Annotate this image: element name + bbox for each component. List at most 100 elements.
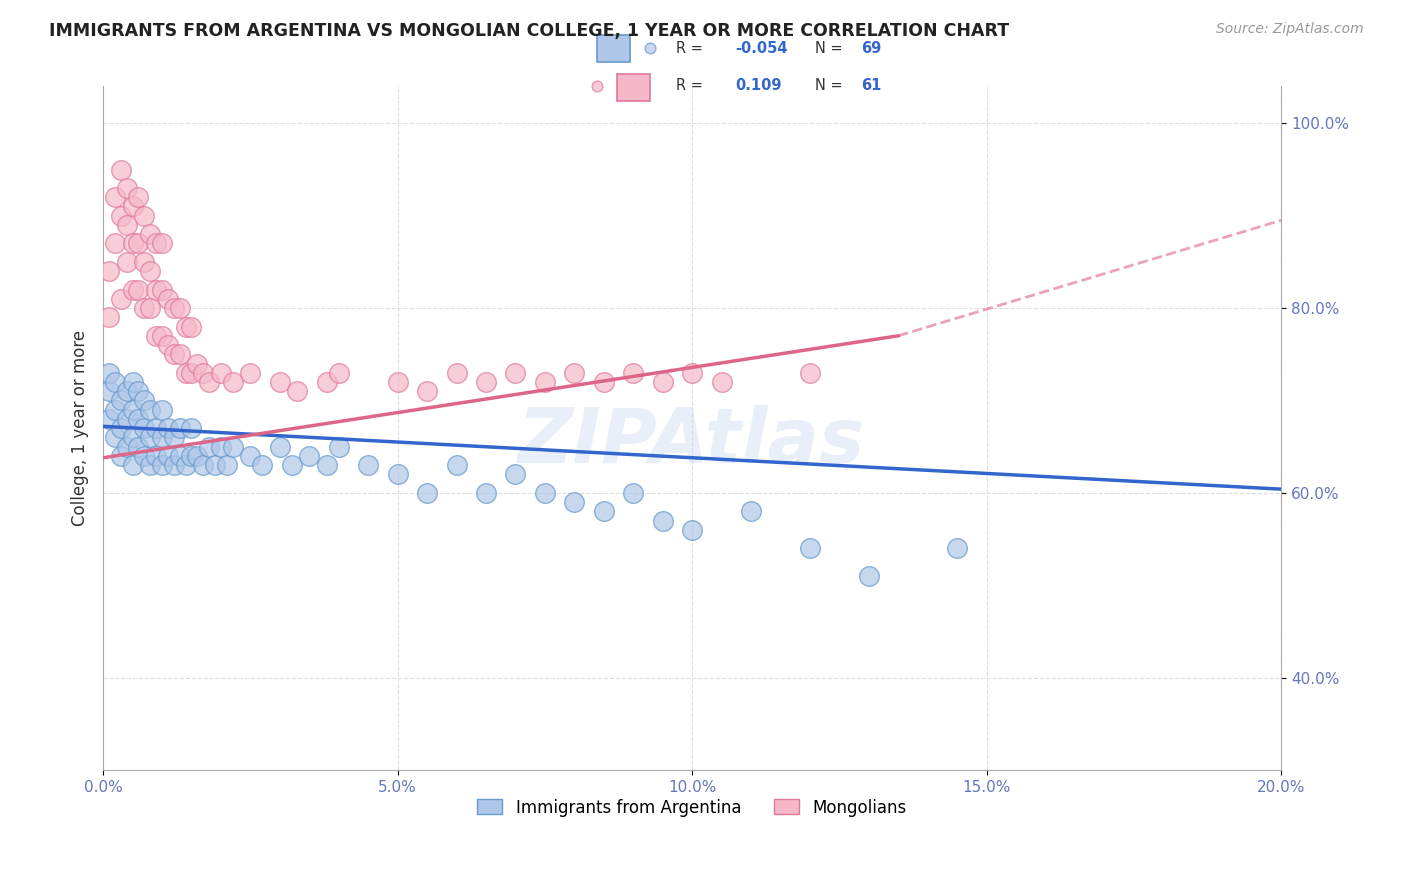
Point [145,236,167,251]
Point [150,458,173,472]
Point [174,458,197,472]
Point [169,449,191,463]
Point [121,283,143,297]
Point [163,458,186,472]
Point [287,384,309,399]
Point [180,449,202,463]
Point [222,375,245,389]
Point [280,458,302,472]
Y-axis label: College, 1 year or more: College, 1 year or more [72,330,89,526]
Point [134,301,156,315]
Point [110,162,132,177]
Point [239,449,262,463]
Point [169,347,191,361]
Point [134,449,156,463]
Point [446,366,468,380]
Point [180,319,202,334]
Point [651,375,673,389]
Point [134,393,156,408]
Point [681,366,703,380]
Point [110,292,132,306]
Point [139,227,162,242]
Point [150,283,173,297]
Point [115,181,138,195]
Point [121,236,143,251]
Point [121,199,143,213]
Point [134,421,156,435]
Point [115,412,138,426]
Point [621,486,644,500]
Point [121,458,143,472]
Point [316,458,339,472]
Point [316,375,339,389]
Point [416,384,439,399]
Point [186,449,208,463]
Point [180,366,202,380]
Point [163,430,186,444]
Point [121,402,143,417]
Point [163,347,186,361]
Point [799,541,821,556]
Point [169,301,191,315]
Point [127,412,149,426]
Point [562,366,585,380]
Point [198,440,221,454]
Point [104,236,127,251]
Legend: Immigrants from Argentina, Mongolians: Immigrants from Argentina, Mongolians [471,792,914,823]
Point [416,486,439,500]
Point [946,541,969,556]
Point [710,375,733,389]
Point [239,366,262,380]
Point [198,375,221,389]
Point [156,421,179,435]
Point [475,486,498,500]
Point [328,440,350,454]
Point [139,301,162,315]
Point [204,458,226,472]
Point [98,384,121,399]
Point [134,255,156,269]
Point [209,366,232,380]
Point [209,440,232,454]
Point [115,218,138,232]
Point [134,209,156,223]
Point [156,449,179,463]
Point [180,421,202,435]
Point [156,292,179,306]
Point [387,467,409,482]
Point [98,412,121,426]
Text: N =: N = [815,78,842,94]
Point [139,264,162,278]
Point [110,393,132,408]
Point [115,255,138,269]
Point [222,440,245,454]
Point [150,430,173,444]
Point [534,375,557,389]
Text: R =: R = [676,78,703,94]
Point [145,283,167,297]
Text: N =: N = [815,41,842,55]
Point [104,402,127,417]
Point [150,236,173,251]
Point [534,486,557,500]
Text: 0.109: 0.109 [735,78,782,94]
Point [562,495,585,509]
Point [357,458,380,472]
Point [592,375,614,389]
Point [186,357,208,371]
Point [145,328,167,343]
Point [110,209,132,223]
Point [115,384,138,399]
Point [387,375,409,389]
Point [169,421,191,435]
Point [127,190,149,204]
Point [145,421,167,435]
Point [121,375,143,389]
Point [139,430,162,444]
Point [621,366,644,380]
Point [298,449,321,463]
FancyBboxPatch shape [596,35,630,62]
Point [585,78,607,93]
Point [110,449,132,463]
Point [139,402,162,417]
